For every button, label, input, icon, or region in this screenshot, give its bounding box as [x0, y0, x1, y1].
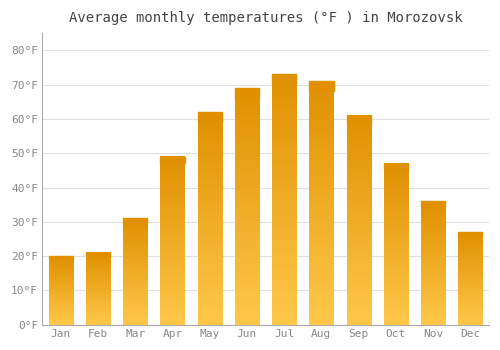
Bar — [235, 88, 259, 98]
Bar — [198, 112, 222, 121]
Bar — [272, 75, 296, 84]
Bar — [421, 201, 445, 206]
Bar — [86, 253, 110, 256]
Bar — [49, 256, 73, 259]
Bar — [160, 157, 184, 163]
Bar — [346, 116, 370, 124]
Bar — [310, 81, 334, 91]
Bar — [458, 232, 482, 236]
Title: Average monthly temperatures (°F ) in Morozovsk: Average monthly temperatures (°F ) in Mo… — [69, 11, 462, 25]
Bar — [384, 163, 408, 170]
Bar — [123, 218, 148, 223]
